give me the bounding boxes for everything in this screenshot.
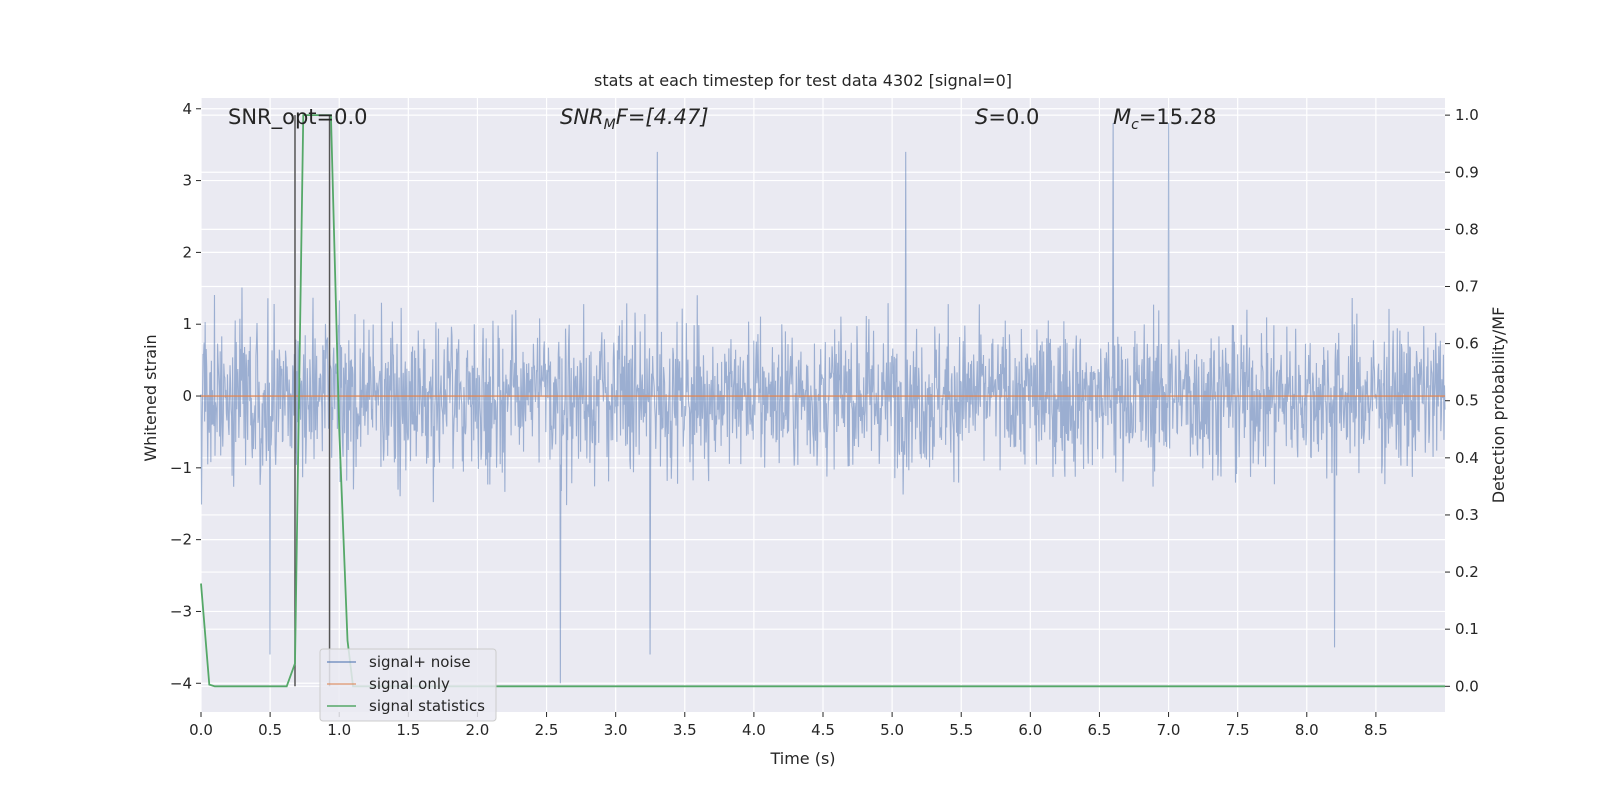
x-tick-label: 5.5: [949, 721, 973, 739]
x-tick-label: 5.0: [880, 721, 904, 739]
annotation-mc-main: M: [1113, 105, 1131, 129]
x-tick-label: 7.5: [1226, 721, 1250, 739]
y-tick-label: 4: [182, 100, 192, 118]
x-tick-label: 4.0: [742, 721, 766, 739]
y-right-tick-label: 0.1: [1455, 620, 1479, 638]
signal-noise-line: [200, 123, 1446, 684]
y-right-tick-label: 0.2: [1455, 563, 1479, 581]
x-tick-label: 3.0: [604, 721, 628, 739]
y-tick-label: −3: [170, 602, 192, 620]
legend-label-noise: signal+ noise: [369, 653, 471, 671]
x-tick-label: 2.0: [466, 721, 490, 739]
x-axis-ticks: 0.0 0.5 1.0 1.5 2.0 2.5 3.0 3.5 4.0 4.5 5.0 5.5 6.0 6…: [189, 712, 1388, 739]
y-axis-ticks: −4 −3 −2 −1 0 1 2 3 4: [170, 100, 201, 692]
y-right-tick-label: 0.7: [1455, 277, 1479, 295]
annotation-mc: Mc=15.28: [1113, 105, 1217, 133]
x-tick-label: 1.5: [396, 721, 420, 739]
vertical-markers: [294, 115, 331, 687]
x-tick-label: 0.0: [189, 721, 213, 739]
y-tick-label: −2: [170, 531, 192, 549]
y-right-tick-label: 0.6: [1455, 335, 1479, 353]
legend: signal+ noise signal only signal statist…: [319, 648, 497, 722]
legend-label-statistics: signal statistics: [369, 697, 485, 715]
x-tick-label: 1.0: [327, 721, 351, 739]
y-right-tick-label: 1.0: [1455, 106, 1479, 124]
y-tick-label: 1: [182, 315, 192, 333]
y-right-tick-label: 0.8: [1455, 220, 1479, 238]
y-right-tick-label: 0.4: [1455, 449, 1479, 467]
annotation-s: S=0.0: [975, 105, 1039, 129]
y-right-tick-label: 0.5: [1455, 392, 1479, 410]
annotation-snr-mf-rest: F=[4.47]: [616, 105, 709, 129]
annotation-snr-mf-main: SNR: [560, 105, 604, 129]
x-tick-label: 6.5: [1088, 721, 1112, 739]
x-tick-label: 7.0: [1157, 721, 1181, 739]
annotation-snr-opt: SNR_opt=0.0: [228, 105, 368, 130]
x-tick-label: 8.5: [1364, 721, 1388, 739]
y-right-tick-label: 0.3: [1455, 506, 1479, 524]
legend-box: [319, 648, 497, 722]
x-tick-label: 6.0: [1018, 721, 1042, 739]
y-right-axis-ticks: 0.0 0.1 0.2 0.3 0.4 0.5 0.6 0.7 0.8 0.9 1.0: [1445, 106, 1479, 695]
x-axis-label: Time (s): [769, 749, 835, 768]
x-tick-label: 2.5: [535, 721, 559, 739]
chart-title: stats at each timestep for test data 430…: [594, 71, 1012, 90]
x-tick-label: 4.5: [811, 721, 835, 739]
y-right-axis-label: Detection probability/MF: [1489, 307, 1508, 504]
legend-label-signal-only: signal only: [369, 675, 450, 693]
y-right-tick-label: 0.9: [1455, 163, 1479, 181]
y-right-tick-label: 0.0: [1455, 677, 1479, 695]
annotation-snr-mf-sub: M: [604, 117, 616, 133]
annotation-mc-rest: =15.28: [1139, 105, 1217, 129]
x-tick-label: 0.5: [258, 721, 282, 739]
y-axis-label: Whitened strain: [141, 334, 160, 461]
y-tick-label: 3: [182, 172, 192, 190]
annotation-mc-sub: c: [1131, 117, 1139, 133]
annotation-s-main: S: [975, 105, 988, 129]
signal-noise-series: [200, 123, 1446, 684]
x-tick-label: 8.0: [1295, 721, 1319, 739]
y-tick-label: 0: [182, 387, 192, 405]
y-tick-label: 2: [182, 243, 192, 261]
grid-lines-vertical: [200, 98, 1377, 712]
x-tick-label: 3.5: [673, 721, 697, 739]
y-tick-label: −4: [170, 674, 192, 692]
annotation-snr-mf: SNRMF=[4.47]: [560, 105, 709, 133]
annotation-s-rest: =0.0: [988, 105, 1039, 129]
y-tick-label: −1: [170, 459, 192, 477]
